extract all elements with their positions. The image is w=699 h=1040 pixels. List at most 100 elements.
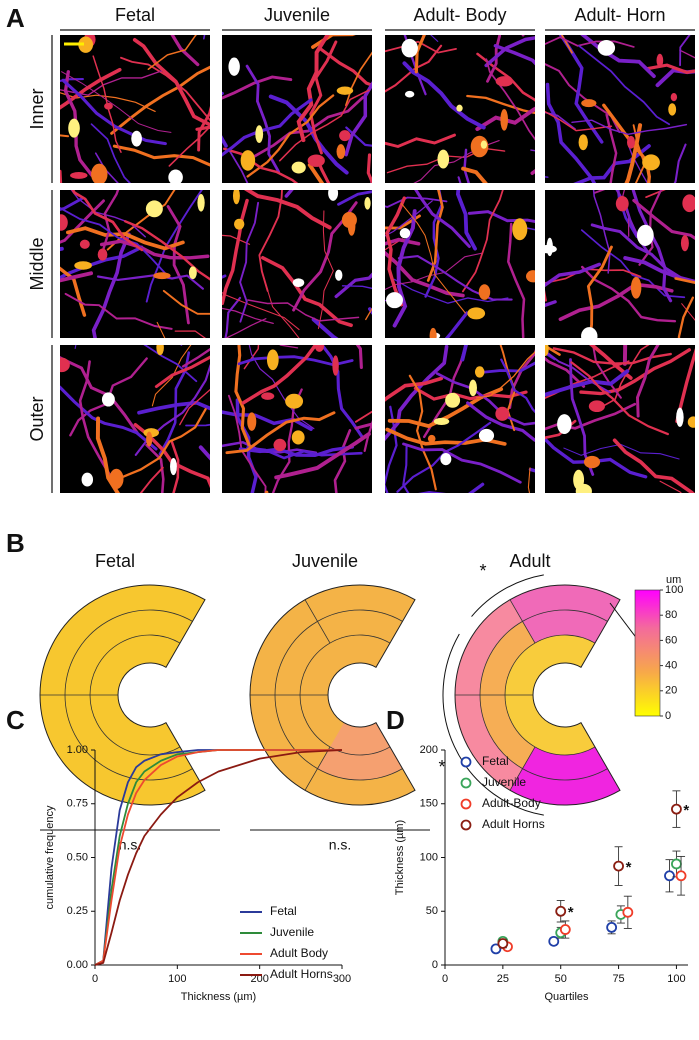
varicosity bbox=[255, 125, 264, 143]
fiber bbox=[60, 134, 70, 138]
point bbox=[497, 938, 509, 949]
fiber bbox=[245, 64, 280, 174]
fiber bbox=[243, 345, 260, 370]
fiber bbox=[185, 423, 210, 427]
fiber bbox=[296, 35, 330, 143]
varicosity bbox=[456, 104, 463, 112]
colorbar-tick-label: 80 bbox=[665, 609, 677, 621]
fiber bbox=[413, 386, 528, 401]
annotation: n.s. bbox=[329, 837, 352, 853]
fiber bbox=[258, 190, 283, 292]
x-tick-label: 50 bbox=[555, 973, 567, 985]
varicosity bbox=[285, 393, 304, 409]
sector bbox=[505, 635, 595, 756]
varicosity bbox=[512, 218, 528, 241]
fiber bbox=[571, 119, 688, 136]
fiber bbox=[418, 482, 485, 493]
varicosity bbox=[328, 190, 339, 201]
legend-label: Juvenile bbox=[482, 775, 526, 789]
fiber bbox=[60, 196, 85, 211]
varicosity bbox=[656, 53, 664, 68]
fibers bbox=[60, 190, 210, 338]
fiber bbox=[203, 35, 206, 40]
fiber bbox=[462, 190, 504, 293]
divider bbox=[304, 599, 331, 644]
fiber bbox=[222, 75, 293, 100]
fiber bbox=[545, 262, 602, 288]
fiber bbox=[246, 94, 335, 178]
point bbox=[555, 905, 567, 917]
varicosity bbox=[474, 366, 485, 378]
colorbar-tick-label: 0 bbox=[665, 710, 671, 722]
star: * bbox=[438, 757, 445, 777]
fiber bbox=[66, 226, 185, 251]
varicosity bbox=[197, 194, 205, 212]
fiber bbox=[385, 133, 456, 149]
fiber bbox=[252, 96, 365, 159]
fiber bbox=[181, 347, 210, 368]
varicosity bbox=[445, 392, 461, 408]
fiber bbox=[248, 345, 315, 430]
varicosity bbox=[60, 214, 68, 231]
fiber bbox=[408, 374, 437, 491]
fiber bbox=[143, 345, 198, 383]
varicosity bbox=[401, 38, 418, 58]
fiber bbox=[385, 196, 407, 307]
fiber bbox=[636, 345, 660, 418]
fiber bbox=[545, 36, 635, 48]
fiber bbox=[385, 237, 421, 246]
varicosity bbox=[670, 93, 678, 102]
y-tick-label: 0.25 bbox=[67, 905, 88, 917]
fiber bbox=[481, 361, 535, 374]
fiber bbox=[385, 345, 449, 442]
x-tick-label: 25 bbox=[497, 973, 509, 985]
fiber bbox=[569, 358, 595, 476]
fiber bbox=[60, 385, 158, 451]
varicosity bbox=[578, 134, 588, 151]
legend-marker bbox=[460, 819, 472, 831]
point bbox=[671, 803, 682, 815]
fiber bbox=[545, 360, 630, 400]
varicosity bbox=[156, 345, 164, 356]
fiber bbox=[222, 198, 249, 306]
varicosity bbox=[636, 224, 654, 246]
varicosity bbox=[291, 161, 306, 174]
fiber bbox=[112, 144, 210, 167]
fiber bbox=[402, 442, 522, 484]
point bbox=[559, 924, 571, 935]
varicosity bbox=[583, 455, 601, 469]
fiber bbox=[239, 201, 260, 323]
diagram-title: Adult bbox=[509, 551, 550, 571]
significance: * bbox=[568, 904, 574, 921]
fiber bbox=[78, 360, 113, 478]
fiber bbox=[645, 63, 695, 75]
varicosity bbox=[145, 200, 163, 218]
varicosity bbox=[680, 235, 689, 252]
varicosity bbox=[336, 144, 346, 160]
fiber bbox=[466, 94, 535, 115]
row-header: Inner bbox=[27, 88, 47, 129]
legend-label: Adult Horns bbox=[482, 817, 545, 831]
varicosity bbox=[168, 169, 183, 183]
fiber bbox=[279, 345, 299, 349]
fiber bbox=[311, 317, 339, 338]
fiber bbox=[120, 408, 207, 479]
legend-marker bbox=[460, 798, 472, 810]
y-tick-label: 150 bbox=[420, 798, 438, 810]
fibers bbox=[222, 345, 372, 493]
fibers bbox=[60, 35, 210, 183]
fiber bbox=[573, 144, 651, 183]
fiber bbox=[91, 232, 131, 338]
bracket bbox=[442, 633, 544, 816]
point bbox=[622, 906, 634, 918]
fiber bbox=[151, 345, 192, 407]
fiber bbox=[400, 203, 466, 314]
varicosity bbox=[626, 135, 636, 149]
colorbar-tick-label: 20 bbox=[665, 685, 677, 697]
fiber bbox=[385, 44, 443, 93]
fiber bbox=[659, 480, 682, 493]
fiber bbox=[612, 438, 695, 493]
varicosity bbox=[440, 452, 452, 466]
fiber bbox=[515, 225, 535, 231]
varicosity bbox=[232, 190, 240, 205]
